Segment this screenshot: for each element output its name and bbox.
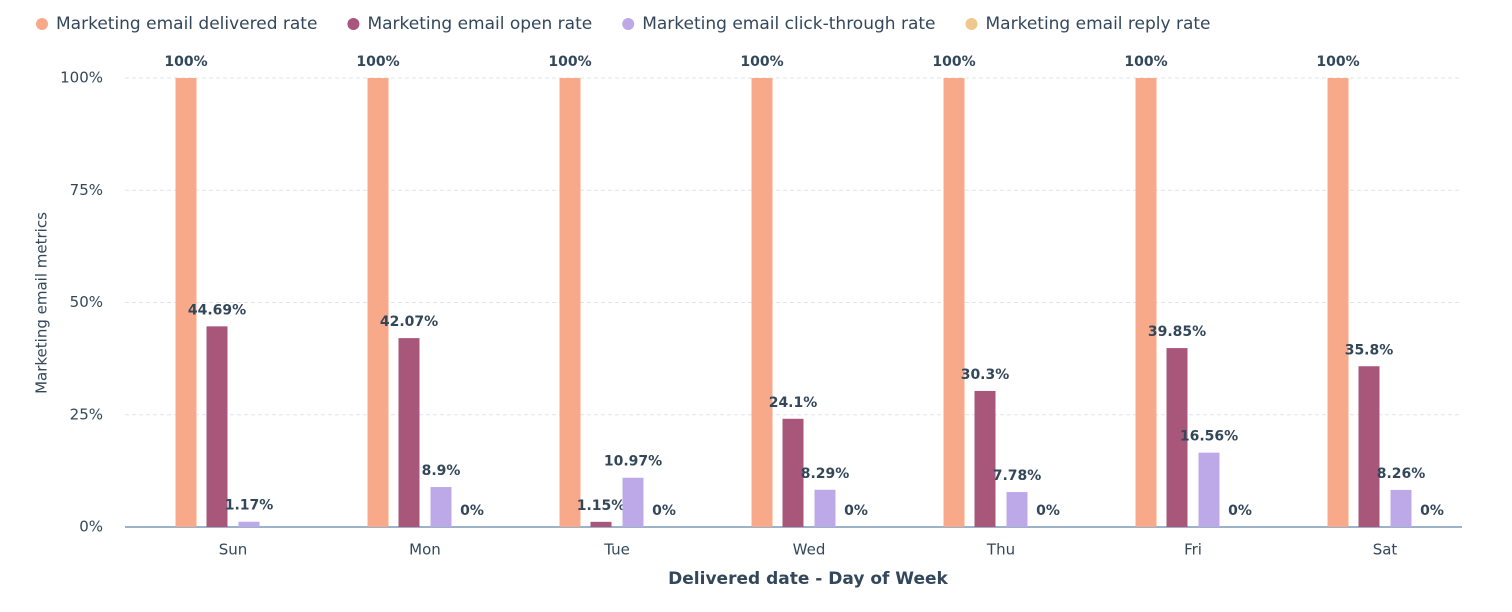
legend-marker [965, 18, 978, 30]
bar [1390, 489, 1412, 527]
data-label: 0% [1228, 503, 1252, 519]
legend-marker [36, 18, 48, 30]
data-label: 39.85% [1148, 324, 1206, 340]
data-label: 44.69% [188, 302, 246, 318]
bar [1135, 78, 1157, 527]
data-label: 8.26% [1377, 466, 1426, 482]
bar [398, 338, 420, 527]
data-label: 0% [1036, 503, 1060, 519]
x-tick-label: Tue [603, 541, 630, 559]
data-label: 100% [356, 54, 399, 70]
y-tick-label: 50% [70, 293, 103, 311]
x-tick-label: Sat [1373, 541, 1398, 559]
data-label: 100% [1124, 54, 1167, 70]
bar [622, 477, 644, 527]
data-label: 100% [548, 54, 591, 70]
data-label: 100% [932, 54, 975, 70]
data-label: 10.97% [604, 454, 662, 470]
y-tick-label: 100% [60, 69, 103, 87]
legend-label: Marketing email open rate [367, 14, 592, 34]
data-label: 0% [844, 503, 868, 519]
y-tick-label: 25% [70, 405, 103, 423]
data-label: 24.1% [769, 395, 818, 411]
data-label: 42.07% [380, 314, 438, 330]
data-label: 8.29% [801, 466, 850, 482]
legend-marker [622, 18, 635, 30]
data-label: 0% [1420, 503, 1444, 519]
y-axis-title: Marketing email metrics [33, 212, 51, 394]
bar [751, 78, 773, 527]
x-axis-title: Delivered date - Day of Week [668, 569, 948, 589]
legend-label: Marketing email reply rate [986, 14, 1211, 34]
bar [814, 489, 836, 527]
bar [559, 78, 581, 527]
legend-marker [347, 18, 360, 30]
bar [943, 78, 965, 527]
bar [367, 78, 389, 527]
y-tick-label: 75% [70, 181, 103, 199]
bar [175, 78, 197, 527]
data-label: 35.8% [1345, 342, 1394, 358]
legend-label: Marketing email delivered rate [56, 14, 317, 34]
x-tick-label: Thu [986, 541, 1015, 559]
bar [1198, 452, 1220, 527]
x-tick-label: Sun [219, 541, 248, 559]
y-tick-label: 0% [79, 518, 103, 536]
data-label: 7.78% [993, 468, 1042, 484]
bar [238, 521, 260, 527]
x-tick-label: Fri [1184, 541, 1202, 559]
data-label: 0% [460, 503, 484, 519]
legend-label: Marketing email click-through rate [642, 14, 935, 34]
bar [1358, 366, 1380, 527]
data-label: 8.9% [422, 463, 461, 479]
bar [782, 418, 804, 527]
bar [1327, 78, 1349, 527]
data-label: 100% [740, 54, 783, 70]
bar [1166, 348, 1188, 527]
bar [590, 521, 612, 527]
data-label: 16.56% [1180, 429, 1238, 445]
data-label: 1.15% [577, 498, 626, 514]
bar [974, 390, 996, 527]
x-tick-label: Mon [409, 541, 441, 559]
data-label: 100% [164, 54, 207, 70]
bar [430, 487, 452, 527]
data-label: 100% [1316, 54, 1359, 70]
data-label: 30.3% [961, 367, 1010, 383]
bar [1006, 492, 1028, 527]
bar [206, 326, 228, 527]
x-tick-label: Wed [793, 541, 826, 559]
data-label: 0% [652, 503, 676, 519]
data-label: 1.17% [225, 498, 274, 514]
